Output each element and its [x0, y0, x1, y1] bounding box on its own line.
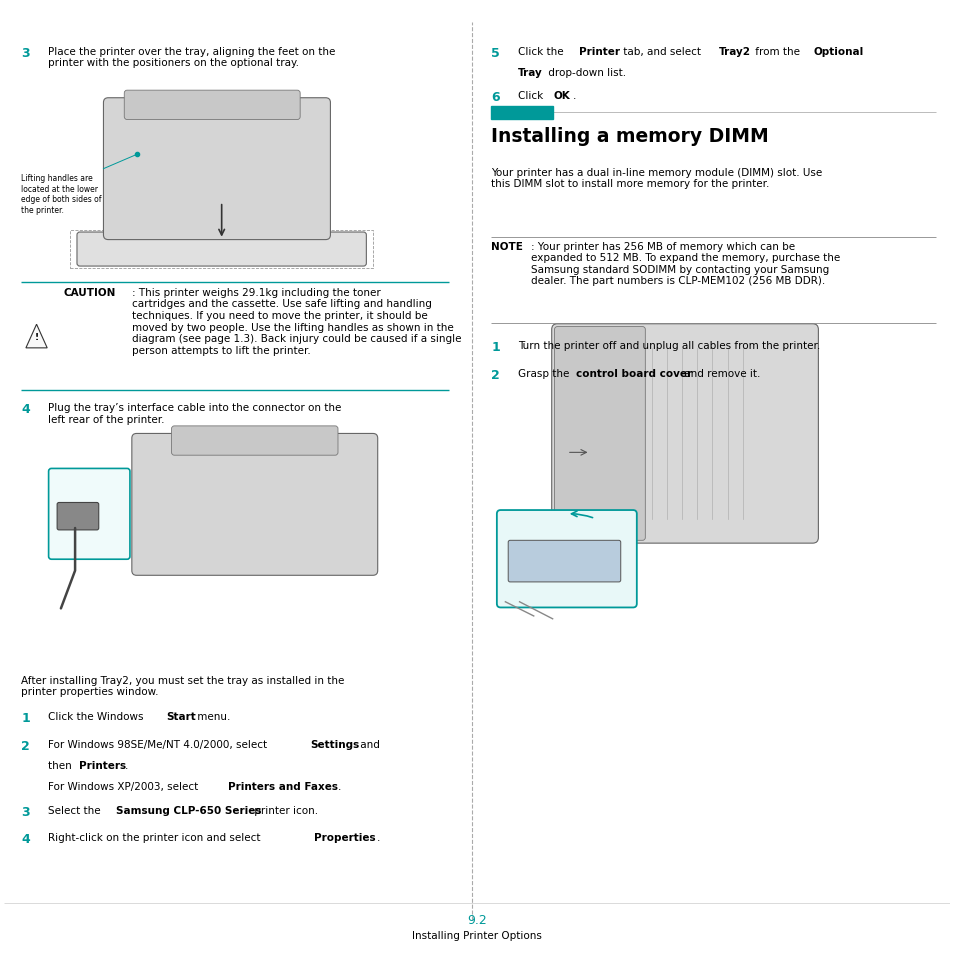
- Text: : This printer weighs 29.1kg including the toner
cartridges and the cassette. Us: : This printer weighs 29.1kg including t…: [132, 288, 461, 355]
- Text: 4: 4: [21, 832, 30, 844]
- Text: Your printer has a dual in-line memory module (DIMM) slot. Use
this DIMM slot to: Your printer has a dual in-line memory m…: [491, 168, 821, 189]
- Text: 3: 3: [21, 47, 30, 60]
- Text: and remove it.: and remove it.: [680, 369, 760, 378]
- Text: Lifting handles are
located at the lower
edge of both sides of
the printer.: Lifting handles are located at the lower…: [21, 174, 102, 214]
- Text: Printer: Printer: [578, 47, 619, 56]
- Bar: [71, 231, 373, 269]
- Text: then: then: [48, 760, 74, 770]
- Text: Place the printer over the tray, aligning the feet on the
printer with the posit: Place the printer over the tray, alignin…: [48, 47, 335, 69]
- FancyBboxPatch shape: [77, 233, 366, 267]
- Text: 2: 2: [21, 740, 30, 752]
- Text: 9.2: 9.2: [467, 913, 486, 926]
- Text: Click the: Click the: [517, 47, 566, 56]
- FancyBboxPatch shape: [508, 540, 620, 582]
- Text: Tray2: Tray2: [719, 47, 750, 56]
- Text: from the: from the: [751, 47, 802, 56]
- Text: drop-down list.: drop-down list.: [544, 68, 625, 77]
- Text: Grasp the: Grasp the: [517, 369, 572, 378]
- Text: .: .: [376, 832, 379, 841]
- Text: tab, and select: tab, and select: [619, 47, 703, 56]
- Text: Installing Printer Options: Installing Printer Options: [412, 930, 541, 940]
- Polygon shape: [26, 325, 47, 349]
- Text: NOTE: NOTE: [491, 241, 522, 252]
- Text: .: .: [125, 760, 129, 770]
- Text: OK: OK: [553, 91, 570, 101]
- Text: Plug the tray’s interface cable into the connector on the
left rear of the print: Plug the tray’s interface cable into the…: [48, 403, 340, 424]
- Text: Turn the printer off and unplug all cables from the printer.: Turn the printer off and unplug all cabl…: [517, 340, 819, 351]
- Text: Printers: Printers: [79, 760, 126, 770]
- Text: : Your printer has 256 MB of memory which can be
expanded to 512 MB. To expand t: : Your printer has 256 MB of memory whic…: [531, 241, 840, 286]
- FancyBboxPatch shape: [551, 324, 818, 543]
- Text: Properties: Properties: [314, 832, 375, 841]
- Text: Right-click on the printer icon and select: Right-click on the printer icon and sele…: [48, 832, 263, 841]
- FancyBboxPatch shape: [103, 98, 330, 240]
- Text: .: .: [337, 781, 341, 791]
- Text: printer icon.: printer icon.: [251, 805, 317, 815]
- Text: menu.: menu.: [194, 711, 231, 720]
- Text: Click the Windows: Click the Windows: [48, 711, 146, 720]
- Text: 1: 1: [21, 711, 30, 723]
- Text: and: and: [356, 740, 379, 749]
- Text: 6: 6: [491, 91, 499, 104]
- Text: 3: 3: [21, 805, 30, 819]
- Text: After installing Tray2, you must set the tray as installed in the
printer proper: After installing Tray2, you must set the…: [21, 675, 344, 697]
- Text: control board cover: control board cover: [576, 369, 692, 378]
- Text: Settings: Settings: [311, 740, 359, 749]
- Text: Click: Click: [517, 91, 545, 101]
- Text: !: !: [34, 333, 38, 341]
- Text: Printers and Faxes: Printers and Faxes: [228, 781, 338, 791]
- Text: Installing a memory DIMM: Installing a memory DIMM: [491, 127, 768, 146]
- FancyBboxPatch shape: [57, 503, 98, 531]
- Text: .: .: [572, 91, 576, 101]
- FancyBboxPatch shape: [554, 327, 644, 540]
- Text: Start: Start: [166, 711, 195, 720]
- Text: 5: 5: [491, 47, 499, 60]
- Text: Optional: Optional: [813, 47, 863, 56]
- FancyBboxPatch shape: [132, 434, 377, 576]
- Text: For Windows XP/2003, select: For Windows XP/2003, select: [48, 781, 201, 791]
- Text: 1: 1: [491, 340, 499, 354]
- Text: 4: 4: [21, 403, 30, 416]
- FancyBboxPatch shape: [49, 469, 130, 559]
- Text: Select the: Select the: [48, 805, 104, 815]
- Text: For Windows 98SE/Me/NT 4.0/2000, select: For Windows 98SE/Me/NT 4.0/2000, select: [48, 740, 270, 749]
- Text: CAUTION: CAUTION: [64, 288, 116, 297]
- Text: 2: 2: [491, 369, 499, 382]
- Text: Tray: Tray: [517, 68, 542, 77]
- Text: Samsung CLP-650 Series: Samsung CLP-650 Series: [115, 805, 261, 815]
- FancyBboxPatch shape: [172, 426, 337, 456]
- Bar: [491, 107, 552, 119]
- FancyBboxPatch shape: [497, 511, 637, 608]
- FancyBboxPatch shape: [124, 91, 300, 120]
